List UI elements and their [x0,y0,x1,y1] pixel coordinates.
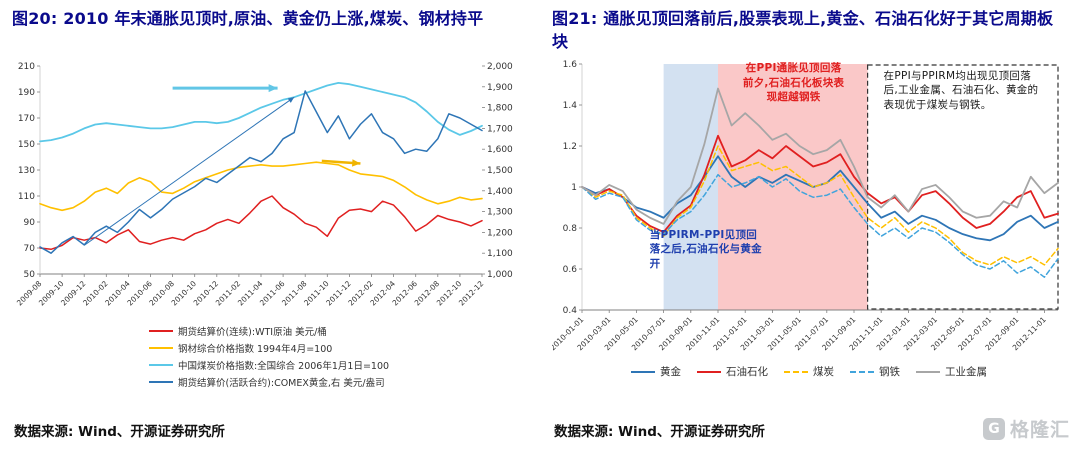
svg-text:50: 50 [24,270,36,280]
svg-text:170: 170 [18,114,35,124]
gelonghui-logo-icon: G [982,417,1005,440]
svg-text:1,000: 1,000 [487,270,513,280]
svg-text:2012-12: 2012-12 [457,279,486,308]
svg-text:1: 1 [571,183,577,193]
legend-item: 期货结算价(活跃合约):COMEX黄金,右 美元/盎司 [148,375,385,389]
chart-annotation-blue-note: 当PPIRM-PPI见顶回落之后,石油石化与黄金开 [649,228,762,271]
legend-line-swatch [148,347,173,349]
figure-20-chart-area: 50 70 90 110 130 150 170 190 210 1,000 1,100 1,200 1… [12,56,526,320]
figure-20-source: 数据来源: Wind、开源证券研究所 [14,424,225,440]
legend-label: 石油石化 [726,366,768,379]
svg-text:1,800: 1,800 [487,104,513,114]
svg-text:1,600: 1,600 [487,145,513,155]
svg-text:1.4: 1.4 [563,101,578,111]
svg-text:70: 70 [24,244,36,254]
chart-annotation-box-note: 在PPI与PPIRM均出现见顶回落后,工业金属、石油石化、黄金的表现优于煤炭与钢… [883,69,1039,112]
legend-label: 黄金 [660,366,681,379]
svg-text:210: 210 [18,62,35,72]
legend-line-swatch [784,370,808,373]
legend-line-swatch [697,370,721,373]
legend-line-swatch [850,370,874,373]
legend-line-swatch [148,330,173,332]
chart-annotation-pink-note: 在PPI通胀见顶回落前夕,石油石化板块表现超越钢铁 [742,62,845,104]
svg-text:0.4: 0.4 [563,306,578,316]
legend-item: 工业金属 [916,364,987,379]
legend-item: 黄金 [631,364,681,379]
legend-item: 煤炭 [784,364,834,379]
legend-label: 工业金属 [945,366,987,379]
figure-21-title: 图21: 通胀见顶回落前后,股票表现上,黄金、石油石化好于其它周期板块 [552,9,1054,51]
svg-text:1,300: 1,300 [487,208,513,218]
legend-line-swatch [916,370,940,373]
svg-text:1.2: 1.2 [563,142,577,152]
legend-label: 期货结算价(活跃合约):COMEX黄金,右 美元/盎司 [177,378,385,389]
figure-21-line-chart: 0.40.60.811.21.41.62010-01-012010-03-012… [552,60,1059,353]
figure-20-line-chart: 50 70 90 110 130 150 170 190 210 1,000 1,100 1,200 1… [15,62,513,308]
legend-item: 石油石化 [697,364,768,379]
svg-text:0.6: 0.6 [563,265,578,275]
legend-line-swatch [148,381,173,383]
legend-item: 期货结算价(连续):WTI原油 美元/桶 [148,324,327,338]
figure-21-chart-area: 0.4 0.6 0.8 1 1.2 1.4 1.6 2010-01-01 2010-03-01 2… [552,56,1066,362]
legend-label: 煤炭 [813,366,834,379]
legend-label: 期货结算价(连续):WTI原油 美元/桶 [177,327,327,338]
legend-label: 钢铁 [879,366,900,379]
svg-text:1,500: 1,500 [487,166,513,176]
gelonghui-watermark: G 格隆汇 [982,415,1070,442]
figure-21-legend: 黄金 石油石化 煤炭 钢铁 工业金属 [552,364,1066,379]
svg-text:1.6: 1.6 [563,60,578,70]
svg-text:150: 150 [18,140,35,150]
legend-line-swatch [148,364,173,366]
svg-text:1,200: 1,200 [487,228,513,238]
figure-20-legend: 期货结算价(连续):WTI原油 美元/桶 钢材综合价格指数 1994年4月=100… [148,324,390,389]
gelonghui-watermark-text: 格隆汇 [1009,419,1070,441]
svg-text:2,000: 2,000 [487,62,513,72]
figure-20-title: 图20: 2010 年末通胀见顶时,原油、黄金仍上涨,煤炭、钢材持平 [12,9,484,28]
svg-text:190: 190 [18,88,35,98]
svg-text:1,100: 1,100 [487,249,513,259]
svg-text:1,900: 1,900 [487,83,513,93]
svg-text:90: 90 [24,218,36,228]
legend-label: 钢材综合价格指数 1994年4月=100 [177,344,333,355]
svg-text:130: 130 [18,166,35,176]
svg-text:1,700: 1,700 [487,124,513,134]
legend-label: 中国煤炭价格指数:全国综合 2006年1月1日=100 [177,361,390,372]
legend-item: 钢材综合价格指数 1994年4月=100 [148,341,333,355]
legend-item: 中国煤炭价格指数:全国综合 2006年1月1日=100 [148,358,390,372]
svg-text:0.8: 0.8 [563,224,578,234]
legend-item: 钢铁 [850,364,900,379]
figure-20-panel: 图20: 2010 年末通胀见顶时,原油、黄金仍上涨,煤炭、钢材持平 50 70 9… [12,9,526,440]
legend-line-swatch [631,370,655,373]
figure-21-source: 数据来源: Wind、开源证券研究所 [554,424,765,440]
svg-text:110: 110 [18,192,35,202]
figure-21-panel: 图21: 通胀见顶回落前后,股票表现上,黄金、石油石化好于其它周期板块 0.4 0… [540,0,1080,450]
svg-text:1,400: 1,400 [487,187,513,197]
